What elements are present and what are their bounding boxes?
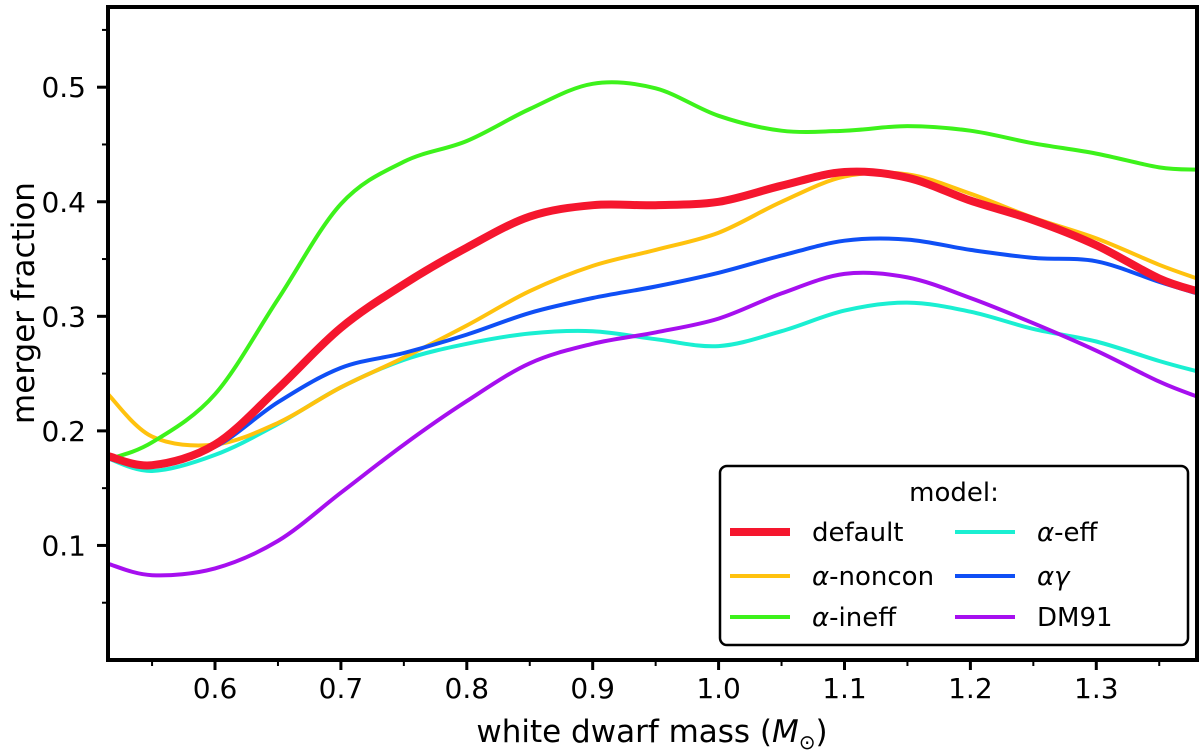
legend-label: DM91	[1037, 603, 1113, 633]
x-tick-label: 0.9	[570, 672, 615, 705]
legend-label: default	[812, 518, 903, 548]
x-tick-label: 0.8	[445, 672, 490, 705]
y-tick-label: 0.4	[41, 186, 86, 219]
series-line-4	[108, 236, 1197, 469]
series-line-2	[108, 80, 1197, 462]
x-tick-label: 1.3	[1074, 672, 1119, 705]
x-tick-label: 1.1	[822, 672, 867, 705]
x-tick-label: 0.6	[193, 672, 238, 705]
legend-label: α-ineff	[812, 603, 897, 633]
x-axis-label-subscript: ⊙	[799, 730, 816, 751]
ticks-layer: 0.6 0.7 0.8 0.9 1.0 1.1 1.2 1.3 0.1 0.2 0.3 0.4 0.5	[41, 28, 1161, 705]
y-tick-label: 0.2	[41, 415, 86, 448]
y-tick-label: 0.5	[41, 71, 86, 104]
x-axis-label-text: white dwarf mass (	[476, 714, 772, 750]
x-axis-label: white dwarf mass (M⊙)	[476, 714, 827, 751]
legend-box	[718, 464, 1190, 647]
x-tick-label: 1.0	[696, 672, 741, 705]
legend-entries: default α-noncon α-ineff α-eff αγ DM91	[730, 518, 1113, 633]
series-line-5	[108, 270, 1197, 578]
y-axis-label: merger fraction	[6, 182, 42, 424]
legend: model: default α-noncon α-ineff α-eff αγ DM91	[718, 464, 1190, 647]
x-axis-label-symbol: M	[772, 714, 799, 750]
series-layer	[108, 80, 1197, 578]
x-tick-label: 1.2	[948, 672, 993, 705]
legend-title: model:	[909, 478, 999, 508]
y-tick-label: 0.3	[41, 300, 86, 333]
series-line-0	[108, 167, 1197, 470]
legend-label: α-eff	[1037, 518, 1099, 548]
y-tick-label: 0.1	[41, 529, 86, 562]
x-tick-label: 0.7	[319, 672, 364, 705]
legend-label: αγ	[1037, 562, 1071, 592]
legend-label: α-noncon	[812, 562, 934, 592]
x-axis-label-close: )	[816, 714, 828, 750]
plot-frame	[106, 5, 1199, 662]
series-line-3	[108, 300, 1197, 474]
